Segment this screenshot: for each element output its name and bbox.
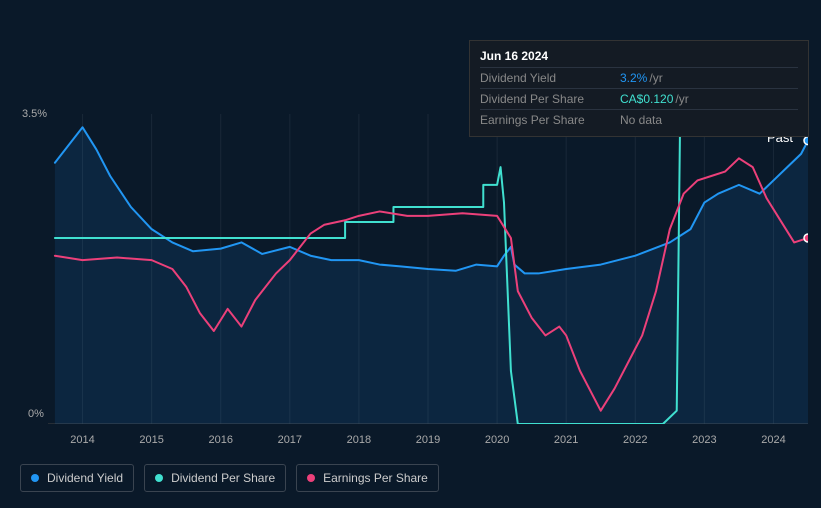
legend-dot-icon [31, 474, 39, 482]
x-axis-year: 2021 [554, 434, 578, 446]
tooltip-row-suffix: /yr [649, 71, 662, 85]
tooltip-date: Jun 16 2024 [480, 47, 798, 67]
tooltip-row: Dividend Yield3.2%/yr [480, 67, 798, 88]
x-axis-year: 2019 [416, 434, 440, 446]
x-axis-year: 2024 [761, 434, 785, 446]
x-axis-labels: 2014 2015 2016 2017 2018 2019 2020 2021 2022 2023… [48, 434, 808, 454]
chart-tooltip: Jun 16 2024 Dividend Yield3.2%/yrDividen… [469, 40, 809, 137]
x-axis-year: 2022 [623, 434, 647, 446]
legend-item[interactable]: Dividend Yield [20, 464, 134, 492]
legend-item-label: Earnings Per Share [323, 471, 428, 485]
x-axis-year: 2017 [278, 434, 302, 446]
legend-item-label: Dividend Per Share [171, 471, 275, 485]
tooltip-row-label: Earnings Per Share [480, 113, 620, 127]
x-axis-year: 2018 [347, 434, 371, 446]
chart-legend: Dividend Yield Dividend Per Share Earnings… [20, 464, 439, 492]
tooltip-row: Dividend Per ShareCA$0.120/yr [480, 88, 798, 109]
legend-item[interactable]: Earnings Per Share [296, 464, 439, 492]
y-axis-min-label: 0% [28, 408, 44, 420]
legend-dot-icon [307, 474, 315, 482]
x-axis-year: 2016 [208, 434, 232, 446]
tooltip-row-suffix: /yr [675, 92, 688, 106]
tooltip-row-label: Dividend Yield [480, 71, 620, 85]
x-axis-year: 2014 [70, 434, 94, 446]
legend-item[interactable]: Dividend Per Share [144, 464, 286, 492]
legend-item-label: Dividend Yield [47, 471, 123, 485]
x-axis-year: 2020 [485, 434, 509, 446]
tooltip-row-value: CA$0.120 [620, 92, 673, 106]
tooltip-row-label: Dividend Per Share [480, 92, 620, 106]
x-axis-year: 2023 [692, 434, 716, 446]
tooltip-row: Earnings Per ShareNo data [480, 109, 798, 130]
tooltip-row-value: No data [620, 113, 662, 127]
y-axis-max-label: 3.5% [22, 108, 47, 120]
legend-dot-icon [155, 474, 163, 482]
x-axis-year: 2015 [139, 434, 163, 446]
tooltip-row-value: 3.2% [620, 71, 647, 85]
